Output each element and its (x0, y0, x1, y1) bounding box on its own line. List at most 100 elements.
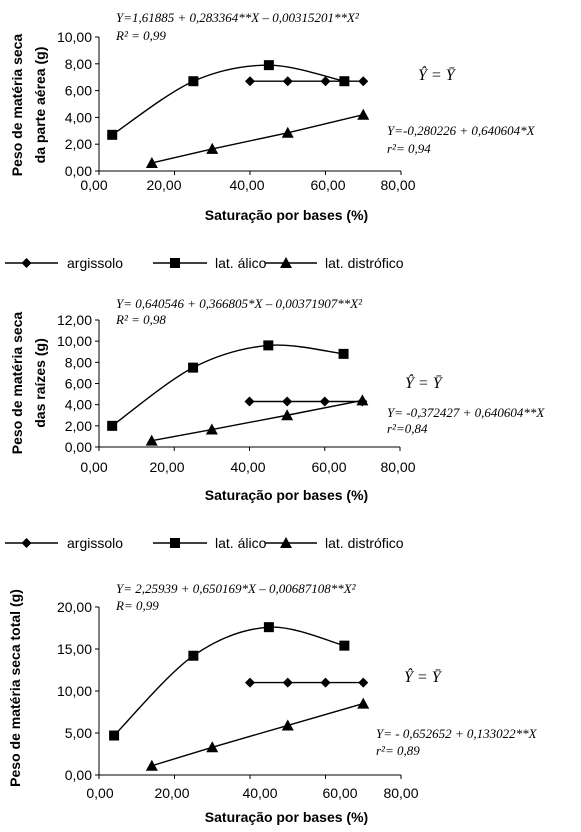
legend-marker-square (170, 538, 180, 548)
x-tick-label: 80,00 (380, 459, 415, 475)
y-tick-label: 8,00 (65, 354, 92, 370)
y-tick-label: 0,00 (65, 163, 92, 179)
legend-marker-diamond (21, 538, 32, 548)
regression-equation-linear: Y= -0,372427 + 0,640604**X (387, 405, 545, 420)
legend-label: argissolo (67, 255, 123, 271)
x-tick-label: 20,00 (149, 459, 184, 475)
regression-r2-linear: r²=0,84 (387, 421, 428, 436)
y-tick-label: 5,00 (65, 725, 92, 741)
chart-aerial-dry-matter: 0,00 2,00 4,00 6,00 8,00 10,00 0,00 20,00 40,00 6… (9, 10, 536, 223)
regression-r2-quadratic: R² = 0,99 (115, 28, 166, 43)
y-tick-label: 6,00 (65, 376, 92, 392)
data-point-diamond (244, 396, 255, 407)
x-tick-label: 0,00 (86, 785, 113, 801)
legend-label: lat. álico (215, 255, 267, 271)
data-point-diamond (282, 396, 293, 407)
data-point-diamond (282, 76, 293, 87)
regression-r2-linear: r²= 0,94 (387, 141, 431, 156)
data-point-diamond (245, 677, 255, 688)
data-point-triangle (356, 394, 369, 406)
data-point-square (188, 362, 199, 373)
x-tick-label: 0,00 (80, 177, 107, 193)
legend-label: lat. álico (215, 535, 267, 551)
data-point-triangle (145, 434, 158, 446)
chart-root-dry-matter: 0,00 2,00 4,00 6,00 8,00 10,00 12,00 0,00 20,00 4… (9, 296, 545, 503)
data-point-diamond (320, 76, 331, 87)
y-axis-label: Peso de matéria seca (9, 312, 25, 455)
data-point-triangle (357, 697, 370, 709)
x-tick-label: 0,00 (80, 459, 107, 475)
data-point-diamond (320, 677, 331, 688)
x-axis-label: Saturação por bases (%) (205, 487, 368, 503)
data-point-diamond (319, 396, 330, 407)
data-point-triangle (281, 409, 294, 421)
legend-2: argissolo lat. álico lat. distrófico (5, 535, 404, 551)
data-point-triangle (206, 142, 219, 154)
series-line-square (111, 64, 345, 136)
data-point-triangle (281, 719, 294, 731)
data-point-square (188, 650, 199, 661)
regression-equation-linear: Y=-0,280226 + 0,640604*X (387, 123, 536, 138)
data-point-square (263, 622, 274, 633)
y-tick-label: 20,00 (57, 599, 92, 615)
data-point-square (339, 640, 350, 651)
data-point-triangle (357, 108, 370, 120)
y-tick-label: 2,00 (65, 136, 92, 152)
data-point-square (109, 730, 120, 741)
regression-equation-quadratic: Y= 2,25939 + 0,650169*X – 0,00687108**X² (116, 581, 357, 596)
y-tick-label: 12,00 (57, 312, 92, 328)
x-axis-label: Saturação por bases (%) (205, 809, 368, 825)
legend-label: lat. distrófico (325, 255, 404, 271)
x-tick-label: 40,00 (229, 177, 264, 193)
data-point-square (188, 76, 199, 87)
x-tick-label: 60,00 (322, 785, 357, 801)
y-tick-label: 4,00 (65, 109, 92, 125)
data-point-square (263, 340, 274, 351)
y-axis-label: Peso de matéria seca total (g) (7, 589, 23, 787)
y-tick-label: 0,00 (65, 439, 92, 455)
y-tick-label: 15,00 (57, 641, 92, 657)
legend-1: argissolo lat. álico lat. distrófico (5, 255, 404, 271)
data-point-triangle (281, 126, 294, 138)
data-point-triangle (205, 423, 218, 435)
x-tick-label: 60,00 (310, 177, 345, 193)
legend-marker-diamond (21, 258, 32, 268)
x-tick-label: 20,00 (146, 177, 181, 193)
data-point-square (107, 129, 118, 140)
data-point-square (339, 76, 350, 87)
y-tick-label: 10,00 (57, 683, 92, 699)
y-tick-label: 10,00 (57, 29, 92, 45)
data-point-diamond (245, 76, 255, 87)
legend-label: lat. distrófico (325, 535, 404, 551)
regression-equation-quadratic: Y=1,61885 + 0,283364**X – 0,00315201**X² (116, 10, 360, 25)
series-line-square (111, 344, 344, 427)
y-axis-label: Peso de matéria seca (9, 34, 25, 177)
data-point-diamond (358, 677, 369, 688)
regression-r2-linear: r²= 0,89 (376, 743, 420, 758)
legend-marker-triangle (280, 257, 292, 268)
x-tick-label: 40,00 (242, 785, 277, 801)
y-axis-label: da parte aérea (g) (32, 47, 48, 164)
y-axis-label: das raízes (g) (32, 338, 48, 427)
chart-total-dry-matter: 0,00 5,00 10,00 15,00 20,00 0,00 20,00 40,00 60,… (7, 581, 538, 825)
x-tick-label: 40,00 (230, 459, 265, 475)
series-line-triangle (151, 114, 364, 164)
legend-marker-triangle (280, 537, 292, 548)
x-axis-label: Saturação por bases (%) (205, 207, 368, 223)
series-line-triangle (151, 399, 363, 442)
data-point-square (107, 420, 118, 431)
series-line-square (113, 626, 345, 737)
data-point-triangle (206, 741, 219, 753)
data-point-diamond (358, 76, 369, 87)
y-tick-label: 8,00 (65, 56, 92, 72)
mean-annotation: Ŷ = Ȳ (418, 65, 457, 84)
regression-equation-linear: Y= - 0,652652 + 0,133022**X (376, 726, 538, 741)
regression-equation-quadratic: Y= 0,640546 + 0,366805*X – 0,00371907**X… (116, 296, 363, 311)
y-tick-label: 10,00 (57, 333, 92, 349)
data-point-square (263, 60, 274, 71)
mean-annotation: Ŷ = Ȳ (405, 373, 444, 392)
y-tick-label: 2,00 (65, 418, 92, 434)
y-tick-label: 6,00 (65, 83, 92, 99)
series-line-triangle (151, 702, 364, 767)
